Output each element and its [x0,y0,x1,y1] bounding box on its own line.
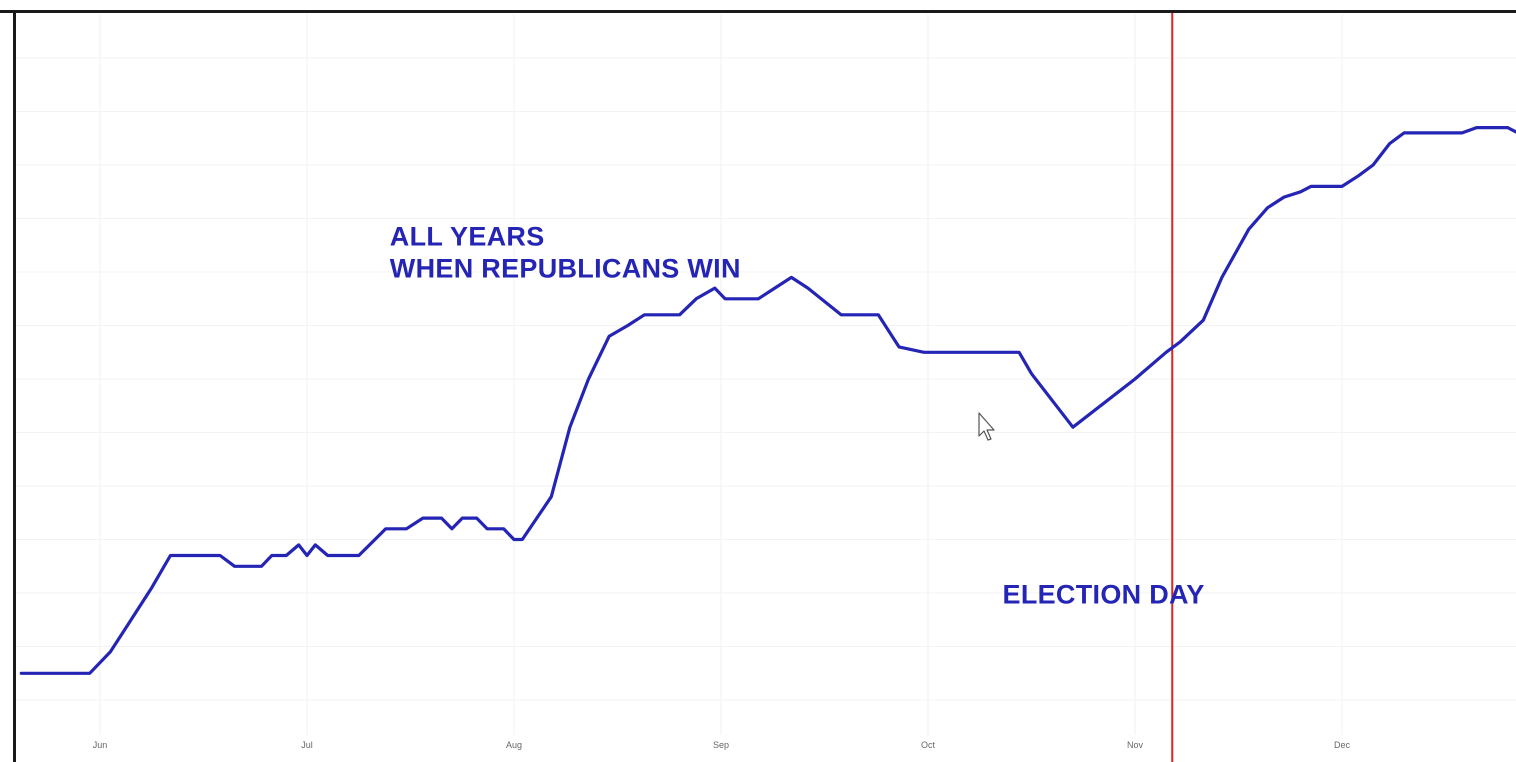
series-line-0 [19,126,1516,675]
annotation-1: WHEN REPUBLICANS WIN [390,253,741,283]
x-tick-label: Jul [301,740,313,750]
x-tick-label: Dec [1334,740,1351,750]
x-tick-label: Jun [93,740,108,750]
chart-frame-top [0,10,1516,13]
gridlines [16,14,1516,735]
annotation-2: ELECTION DAY [1003,580,1205,610]
mouse-cursor-icon [978,412,998,442]
annotation-0: ALL YEARS [390,221,545,251]
x-tick-labels: Jun Jul Aug Sep Oct Nov Dec [93,740,1351,750]
x-tick-label: Nov [1127,740,1144,750]
chart-frame-left [13,10,16,762]
x-tick-label: Oct [921,740,936,750]
x-tick-label: Sep [713,740,729,750]
series-group [19,126,1516,675]
x-tick-label: Aug [506,740,522,750]
